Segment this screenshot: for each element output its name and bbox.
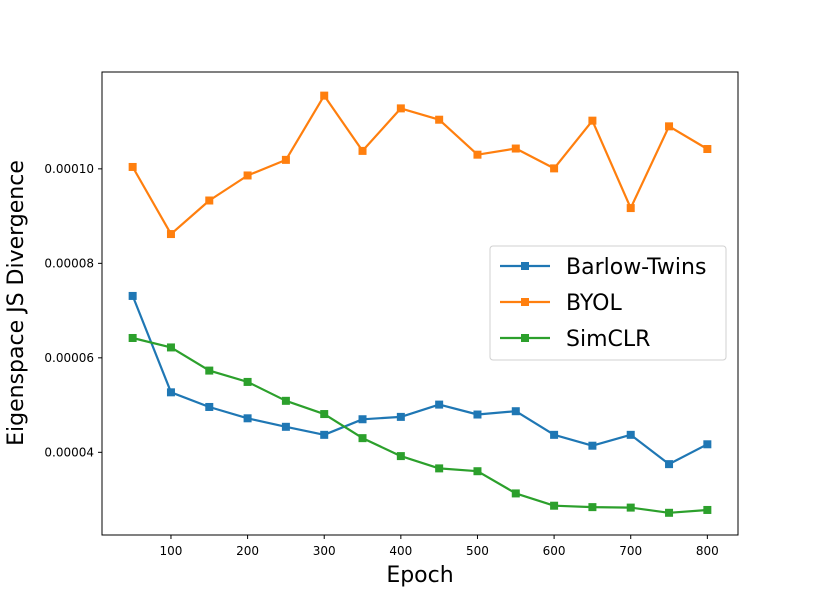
data-point-barlow-twins — [435, 400, 444, 409]
data-point-simclr — [588, 503, 597, 512]
data-point-byol — [550, 164, 559, 173]
data-point-simclr — [396, 452, 405, 461]
series-barlow-twins — [128, 291, 712, 469]
data-point-barlow-twins — [281, 422, 290, 431]
legend-item-barlow-twins: Barlow-Twins — [500, 255, 706, 280]
data-point-barlow-twins — [243, 414, 252, 423]
data-point-simclr — [550, 501, 559, 510]
legend-label: SimCLR — [566, 327, 650, 352]
data-point-simclr — [281, 396, 290, 405]
data-point-barlow-twins — [665, 460, 674, 469]
data-point-barlow-twins — [396, 412, 405, 421]
data-point-simclr — [243, 377, 252, 386]
data-point-simclr — [473, 467, 482, 476]
data-point-barlow-twins — [626, 430, 635, 439]
x-tick-label: 200 — [236, 544, 259, 558]
data-point-byol — [588, 116, 597, 125]
data-point-byol — [473, 150, 482, 159]
data-point-byol — [511, 144, 520, 153]
data-point-byol — [243, 171, 252, 180]
legend-swatch-marker — [521, 298, 529, 306]
data-point-simclr — [358, 434, 367, 443]
data-point-barlow-twins — [128, 291, 137, 300]
data-point-byol — [396, 104, 405, 113]
x-tick-label: 700 — [619, 544, 642, 558]
data-point-barlow-twins — [320, 430, 329, 439]
data-point-simclr — [626, 503, 635, 512]
legend-item-byol: BYOL — [500, 291, 622, 316]
data-point-barlow-twins — [511, 407, 520, 416]
series-byol — [128, 91, 712, 239]
x-axis: 100 200 300 400 500 600 700 800 — [160, 535, 719, 558]
legend-swatch-marker — [521, 334, 529, 342]
y-tick-label: 0.00004 — [44, 445, 94, 459]
data-point-byol — [358, 146, 367, 155]
legend: Barlow-Twins BYOL SimCLR — [489, 245, 727, 361]
x-tick-label: 600 — [543, 544, 566, 558]
data-point-byol — [128, 162, 137, 171]
series-line-barlow-twins — [131, 295, 708, 466]
x-tick-label: 500 — [466, 544, 489, 558]
y-axis: 0.00004 0.00006 0.00008 0.00010 — [44, 162, 102, 459]
data-point-simclr — [665, 508, 674, 517]
series-layer — [128, 91, 712, 517]
legend-label: Barlow-Twins — [566, 255, 706, 280]
legend-swatch-marker — [521, 262, 529, 270]
data-point-byol — [703, 145, 712, 154]
data-point-byol — [166, 230, 175, 239]
data-point-byol — [281, 155, 290, 164]
data-point-barlow-twins — [205, 402, 214, 411]
series-simclr — [128, 333, 712, 517]
data-point-barlow-twins — [588, 441, 597, 450]
data-point-byol — [320, 91, 329, 100]
data-point-simclr — [511, 489, 520, 498]
x-tick-label: 800 — [696, 544, 719, 558]
y-axis-title: Eigenspace JS Divergence — [4, 160, 29, 446]
y-tick-label: 0.00006 — [44, 351, 94, 365]
data-point-byol — [205, 196, 214, 205]
data-point-simclr — [320, 410, 329, 419]
data-point-simclr — [435, 464, 444, 473]
data-point-barlow-twins — [473, 410, 482, 419]
x-tick-label: 100 — [160, 544, 183, 558]
y-tick-label: 0.00008 — [44, 256, 94, 270]
data-point-barlow-twins — [550, 430, 559, 439]
data-point-simclr — [128, 333, 137, 342]
data-point-byol — [435, 115, 444, 124]
x-axis-title: Epoch — [386, 563, 453, 588]
data-point-barlow-twins — [703, 440, 712, 449]
legend-item-simclr: SimCLR — [500, 327, 650, 352]
data-point-simclr — [703, 505, 712, 514]
data-point-byol — [626, 204, 635, 213]
data-point-simclr — [166, 343, 175, 352]
x-tick-label: 300 — [313, 544, 336, 558]
data-point-byol — [665, 122, 674, 131]
legend-box — [489, 245, 727, 361]
x-tick-label: 400 — [389, 544, 412, 558]
data-point-simclr — [205, 366, 214, 375]
y-tick-label: 0.00010 — [44, 162, 94, 176]
data-point-barlow-twins — [166, 388, 175, 397]
series-line-simclr — [132, 336, 708, 514]
legend-label: BYOL — [566, 291, 622, 316]
plot-frame — [101, 71, 739, 536]
data-point-barlow-twins — [358, 415, 367, 424]
series-line-byol — [131, 94, 708, 236]
